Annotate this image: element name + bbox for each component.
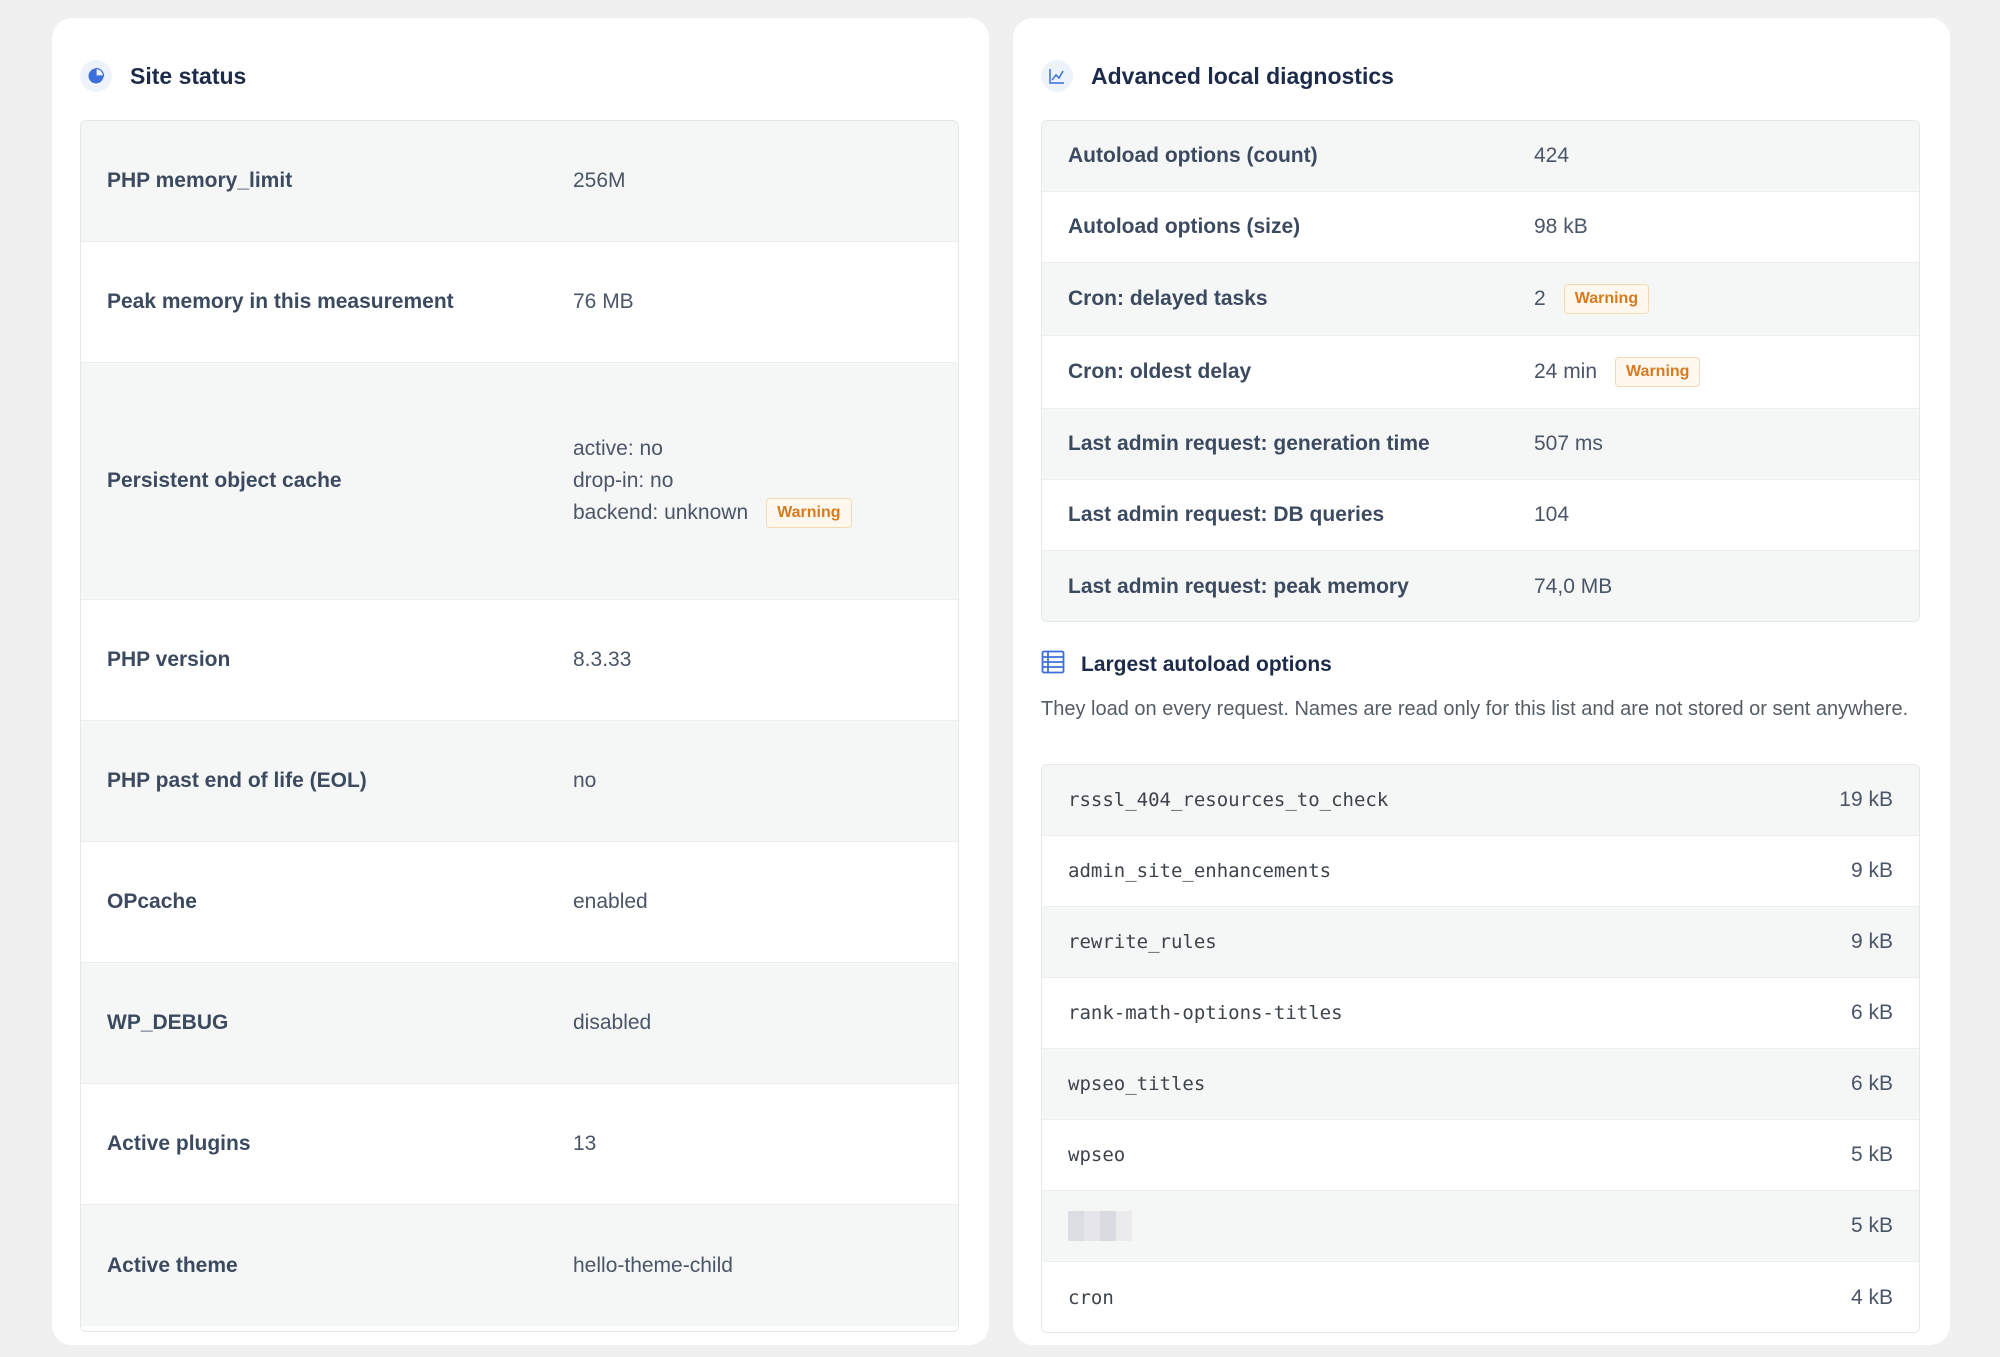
redacted-option-name xyxy=(1068,1211,1132,1241)
object-cache-dropin: drop-in: no xyxy=(573,469,674,492)
table-row: OPcache enabled xyxy=(81,842,958,963)
row-value: enabled xyxy=(573,890,648,913)
list-item: rewrite_rules 9 kB xyxy=(1042,907,1919,978)
row-label: Cron: oldest delay xyxy=(1068,360,1252,383)
row-label: Autoload options (size) xyxy=(1068,215,1301,238)
option-size: 19 kB xyxy=(1839,788,1893,811)
option-name: rewrite_rules xyxy=(1068,931,1217,953)
warning-badge: Warning xyxy=(1563,284,1650,314)
table-row: Autoload options (size) 98 kB xyxy=(1042,192,1919,263)
warning-badge: Warning xyxy=(766,498,852,528)
option-size: 6 kB xyxy=(1850,1072,1893,1095)
table-row: Active plugins 13 xyxy=(81,1084,958,1205)
line-chart-icon xyxy=(1041,60,1073,92)
table-row: Peak memory in this measurement 76 MB xyxy=(81,242,958,363)
object-cache-details: active: no drop-in: no backend: unknown … xyxy=(573,433,852,529)
option-size: 6 kB xyxy=(1850,1001,1893,1024)
row-value: 74,0 MB xyxy=(1534,574,1613,598)
table-row: Last admin request: peak memory 74,0 MB xyxy=(1042,551,1919,621)
row-value: no xyxy=(573,769,597,792)
row-label: Peak memory in this measurement xyxy=(107,290,454,313)
table-row: WP_DEBUG disabled xyxy=(81,963,958,1084)
row-value: 256M xyxy=(573,169,626,192)
site-status-card: Site status PHP memory_limit 256M Peak m… xyxy=(52,18,989,1345)
option-name: rsssl_404_resources_to_check xyxy=(1068,789,1389,811)
option-name: rank-math-options-titles xyxy=(1068,1002,1343,1024)
option-size: 9 kB xyxy=(1850,859,1893,882)
row-value: hello-theme-child xyxy=(573,1253,733,1277)
row-value: 13 xyxy=(573,1132,597,1155)
diagnostics-card: Advanced local diagnostics Autoload opti… xyxy=(1013,18,1950,1345)
table-row: Last admin request: DB queries 104 xyxy=(1042,480,1919,551)
row-value: 507 ms xyxy=(1534,432,1603,455)
row-label: Last admin request: DB queries xyxy=(1068,503,1385,526)
table-row: Cron: oldest delay 24 min Warning xyxy=(1042,336,1919,409)
autoload-section-header: Largest autoload options xyxy=(1041,650,1332,679)
object-cache-active: active: no xyxy=(573,437,663,460)
row-value: 24 min xyxy=(1534,360,1598,383)
list-item: 5 kB xyxy=(1042,1191,1919,1262)
list-item: admin_site_enhancements 9 kB xyxy=(1042,836,1919,907)
row-label: OPcache xyxy=(107,890,197,913)
site-status-title: Site status xyxy=(130,62,247,89)
row-label: Autoload options (count) xyxy=(1068,144,1318,167)
option-name: cron xyxy=(1068,1286,1114,1309)
option-name: wpseo xyxy=(1068,1144,1126,1166)
option-size: 5 kB xyxy=(1850,1214,1893,1237)
list-item: wpseo_titles 6 kB xyxy=(1042,1049,1919,1120)
table-row: Persistent object cache active: no drop-… xyxy=(81,363,958,600)
row-label: Last admin request: peak memory xyxy=(1068,574,1409,598)
warning-badge: Warning xyxy=(1615,357,1701,387)
list-table-icon xyxy=(1041,650,1065,679)
row-value: 98 kB xyxy=(1534,215,1588,238)
row-value: 424 xyxy=(1534,144,1570,167)
row-label: Active plugins xyxy=(107,1132,251,1155)
row-value: 76 MB xyxy=(573,290,634,313)
list-item: cron 4 kB xyxy=(1042,1262,1919,1332)
option-size: 9 kB xyxy=(1850,930,1893,953)
object-cache-backend: backend: unknown xyxy=(573,501,749,524)
table-row: Autoload options (count) 424 xyxy=(1042,121,1919,192)
table-row: PHP memory_limit 256M xyxy=(81,121,958,242)
list-item: rank-math-options-titles 6 kB xyxy=(1042,978,1919,1049)
row-label: Cron: delayed tasks xyxy=(1068,287,1268,310)
site-status-table: PHP memory_limit 256M Peak memory in thi… xyxy=(80,120,959,1332)
list-item: wpseo 5 kB xyxy=(1042,1120,1919,1191)
row-label: PHP memory_limit xyxy=(107,169,293,192)
option-size: 4 kB xyxy=(1850,1285,1893,1309)
row-value: 104 xyxy=(1534,503,1570,526)
table-row: PHP past end of life (EOL) no xyxy=(81,721,958,842)
autoload-options-table: rsssl_404_resources_to_check 19 kB admin… xyxy=(1041,764,1920,1333)
row-label: PHP version xyxy=(107,648,231,671)
row-value: 2 xyxy=(1534,287,1546,310)
diagnostics-header: Advanced local diagnostics xyxy=(1041,60,1394,92)
row-label: WP_DEBUG xyxy=(107,1011,229,1034)
table-row: Last admin request: generation time 507 … xyxy=(1042,409,1919,480)
row-value: 8.3.33 xyxy=(573,648,632,671)
list-item: rsssl_404_resources_to_check 19 kB xyxy=(1042,765,1919,836)
row-value: disabled xyxy=(573,1011,652,1034)
autoload-description: They load on every request. Names are re… xyxy=(1041,698,1909,720)
option-name: wpseo_titles xyxy=(1068,1073,1206,1095)
diagnostics-table: Autoload options (count) 424 Autoload op… xyxy=(1041,120,1920,622)
row-label: Last admin request: generation time xyxy=(1068,432,1430,455)
table-row: Cron: delayed tasks 2 Warning xyxy=(1042,263,1919,336)
object-cache-backend-line: backend: unknown Warning xyxy=(573,497,852,529)
pie-chart-icon xyxy=(80,60,112,92)
row-label: Active theme xyxy=(107,1253,238,1277)
site-status-header: Site status xyxy=(80,60,246,92)
option-size: 5 kB xyxy=(1850,1143,1893,1166)
option-name: admin_site_enhancements xyxy=(1068,860,1332,882)
row-label: PHP past end of life (EOL) xyxy=(107,769,367,792)
table-row: PHP version 8.3.33 xyxy=(81,600,958,721)
diagnostics-title: Advanced local diagnostics xyxy=(1091,62,1394,89)
table-row: Active theme hello-theme-child xyxy=(81,1205,958,1326)
row-label: Persistent object cache xyxy=(107,469,342,492)
autoload-section-title: Largest autoload options xyxy=(1081,652,1332,676)
